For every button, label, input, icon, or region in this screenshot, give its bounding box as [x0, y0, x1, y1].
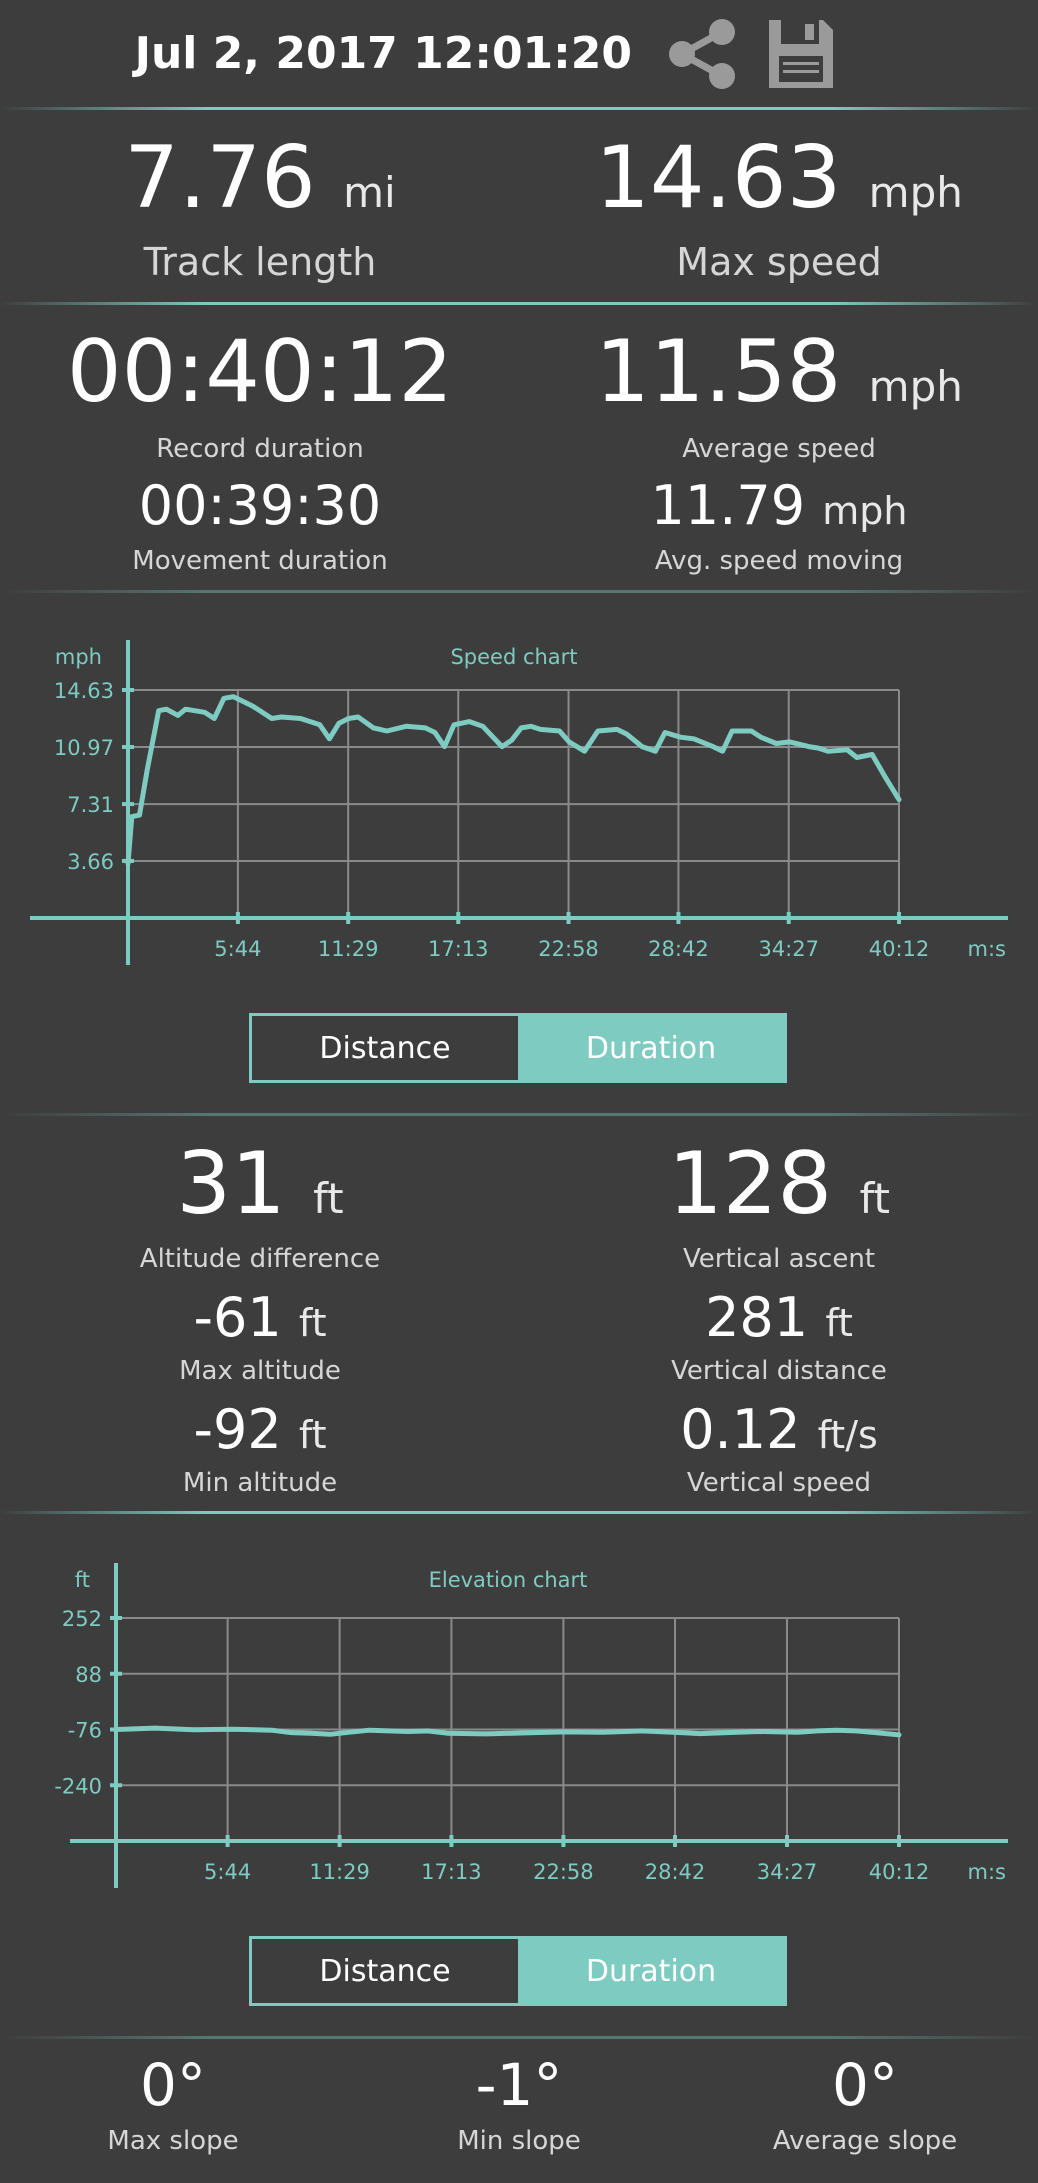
elevation-chart-x-tick-label: 5:44 — [204, 1860, 251, 1884]
average-speed-label: Average speed — [682, 434, 876, 464]
share-icon[interactable] — [664, 16, 738, 92]
speed-chart-y-tick-label: 7.31 — [67, 793, 114, 817]
elevation-chart-y-tick-label: -240 — [54, 1774, 102, 1798]
vertical-distance-value: 281 ft — [520, 1286, 1038, 1355]
vertical-distance-unit: ft — [825, 1301, 853, 1345]
avg-speed-moving-label: Avg. speed moving — [654, 546, 904, 576]
vertical-speed-label: Vertical speed — [686, 1468, 872, 1498]
altitude-difference-value: 31 ft — [0, 1134, 520, 1249]
max-altitude-label: Max altitude — [179, 1356, 341, 1386]
elevation-chart-x-tick-label: 34:27 — [757, 1860, 818, 1884]
max-altitude-unit: ft — [298, 1301, 327, 1345]
min-slope-label: Min slope — [457, 2126, 581, 2156]
altitude-difference-number: 31 — [176, 1134, 286, 1234]
divider — [0, 1113, 1038, 1116]
elevation-chart-x-tick-label: 28:42 — [645, 1860, 706, 1884]
divider — [0, 302, 1038, 305]
track-datetime: Jul 2, 2017 12:01:20 — [134, 28, 632, 79]
max-speed-unit: mph — [868, 168, 963, 217]
divider — [0, 1511, 1038, 1514]
max-altitude-number: -61 — [193, 1286, 282, 1349]
elevation-chart-y-tick-label: -76 — [68, 1719, 102, 1743]
min-slope-value: -1° — [475, 2051, 563, 2119]
elevation-chart-x-tick-label: 11:29 — [309, 1860, 370, 1884]
header: Jul 2, 2017 12:01:20 — [0, 0, 1038, 108]
vertical-ascent-unit: ft — [859, 1174, 890, 1223]
max-slope-label: Max slope — [107, 2126, 239, 2156]
speed-chart-y-tick-label: 3.66 — [67, 850, 114, 874]
speed-chart-y-tick-label: 10.97 — [54, 736, 114, 760]
min-altitude-number: -92 — [193, 1398, 282, 1461]
duration-toggle-button[interactable]: Duration — [518, 1016, 784, 1080]
speed-chart-y-axis-label: mph — [55, 645, 102, 669]
elevation-chart-x-axis-label: m:s — [968, 1860, 1006, 1884]
speed-chart-title: Speed chart — [450, 645, 577, 669]
speed-chart-x-axis-label: m:s — [968, 937, 1006, 961]
speed-chart-x-tick-label: 5:44 — [214, 937, 261, 961]
elevation-chart-x-tick-label: 22:58 — [533, 1860, 594, 1884]
vertical-distance-number: 281 — [705, 1286, 809, 1349]
movement-duration-value: 00:39:30 — [138, 474, 382, 537]
speed-chart: 14.63 10.97 7.31 3.66 5:44 11:29 17:13 22:58 28:… — [30, 640, 1008, 965]
movement-duration-label: Movement duration — [132, 546, 388, 576]
speed-chart-x-tick-label: 17:13 — [428, 937, 489, 961]
divider — [0, 2036, 1038, 2039]
avg-speed-moving-value: 11.79 mph — [520, 474, 1038, 543]
altitude-difference-unit: ft — [313, 1174, 344, 1223]
duration-toggle-button[interactable]: Duration — [518, 1939, 784, 2003]
average-speed-unit: mph — [868, 362, 963, 411]
track-length-number: 7.76 — [124, 128, 316, 228]
speed-chart-mode-toggle: Distance Duration — [249, 1013, 787, 1083]
record-duration-label: Record duration — [156, 434, 364, 464]
speed-chart-series-line — [125, 694, 902, 866]
elevation-chart-series-line — [113, 1725, 902, 1738]
average-slope-value: 0° — [832, 2051, 898, 2119]
max-speed-label: Max speed — [676, 240, 882, 284]
speed-chart-x-tick-label: 34:27 — [758, 937, 819, 961]
max-altitude-value: -61 ft — [0, 1286, 520, 1355]
divider — [0, 107, 1038, 110]
max-speed-value: 14.63 mph — [520, 128, 1038, 243]
elevation-chart-mode-toggle: Distance Duration — [249, 1936, 787, 2006]
avg-speed-moving-number: 11.79 — [650, 474, 806, 537]
min-altitude-label: Min altitude — [182, 1468, 338, 1498]
floppy-disk-icon[interactable] — [765, 16, 837, 92]
track-length-value: 7.76 mi — [0, 128, 520, 243]
elevation-chart-x-tick-label: 40:12 — [869, 1860, 930, 1884]
max-speed-number: 14.63 — [595, 128, 842, 228]
vertical-speed-value: 0.12 ft/s — [520, 1398, 1038, 1467]
track-length-label: Track length — [143, 240, 377, 284]
divider — [0, 590, 1038, 593]
speed-chart-y-tick-label: 14.63 — [54, 679, 114, 703]
max-slope-value: 0° — [140, 2051, 206, 2119]
distance-toggle-button[interactable]: Distance — [252, 1939, 518, 2003]
avg-speed-moving-unit: mph — [822, 489, 908, 533]
average-slope-label: Average slope — [772, 2126, 958, 2156]
distance-toggle-button[interactable]: Distance — [252, 1016, 518, 1080]
vertical-speed-unit: ft/s — [817, 1413, 878, 1457]
elevation-chart-y-axis-label: ft — [75, 1568, 90, 1592]
vertical-distance-label: Vertical distance — [671, 1356, 887, 1386]
average-speed-value: 11.58 mph — [520, 322, 1038, 437]
min-altitude-value: -92 ft — [0, 1398, 520, 1467]
vertical-ascent-label: Vertical ascent — [682, 1244, 876, 1274]
speed-chart-x-tick-label: 11:29 — [318, 937, 379, 961]
vertical-ascent-number: 128 — [667, 1134, 833, 1234]
speed-chart-x-tick-label: 40:12 — [869, 937, 930, 961]
vertical-speed-number: 0.12 — [680, 1398, 801, 1461]
track-length-unit: mi — [343, 168, 396, 217]
elevation-chart-y-tick-label: 88 — [75, 1663, 102, 1687]
elevation-chart: 252 88 -76 -240 5:44 11:29 17:13 22:58 28:42 34:2… — [54, 1563, 1008, 1888]
altitude-difference-label: Altitude difference — [139, 1244, 381, 1274]
elevation-chart-y-tick-label: 252 — [62, 1607, 102, 1631]
speed-chart-x-tick-label: 22:58 — [538, 937, 599, 961]
record-duration-value: 00:40:12 — [66, 322, 454, 422]
vertical-ascent-value: 128 ft — [520, 1134, 1038, 1249]
average-speed-number: 11.58 — [595, 322, 842, 422]
elevation-chart-x-tick-label: 17:13 — [421, 1860, 482, 1884]
speed-chart-x-tick-label: 28:42 — [648, 937, 709, 961]
elevation-chart-title: Elevation chart — [429, 1568, 588, 1592]
min-altitude-unit: ft — [298, 1413, 327, 1457]
